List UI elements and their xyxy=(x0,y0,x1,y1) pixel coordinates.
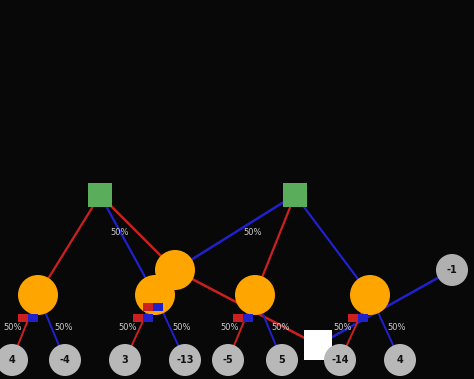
Circle shape xyxy=(109,344,141,376)
Text: -14: -14 xyxy=(331,355,349,365)
FancyBboxPatch shape xyxy=(358,314,368,322)
Circle shape xyxy=(169,344,201,376)
FancyBboxPatch shape xyxy=(133,314,143,322)
FancyBboxPatch shape xyxy=(144,314,153,322)
FancyBboxPatch shape xyxy=(304,330,332,360)
FancyBboxPatch shape xyxy=(348,314,357,322)
Text: -1: -1 xyxy=(447,265,457,275)
FancyBboxPatch shape xyxy=(143,303,153,311)
Text: 50%: 50% xyxy=(4,323,22,332)
Circle shape xyxy=(212,344,244,376)
Circle shape xyxy=(324,344,356,376)
Text: -4: -4 xyxy=(60,355,70,365)
Text: -13: -13 xyxy=(176,355,194,365)
FancyBboxPatch shape xyxy=(244,314,253,322)
Text: 5: 5 xyxy=(279,355,285,365)
Text: 50%: 50% xyxy=(244,228,262,237)
FancyBboxPatch shape xyxy=(283,183,307,207)
Text: 50%: 50% xyxy=(54,323,73,332)
Text: 50%: 50% xyxy=(388,323,406,332)
FancyBboxPatch shape xyxy=(233,314,243,322)
Text: 50%: 50% xyxy=(173,323,191,332)
Text: 4: 4 xyxy=(9,355,15,365)
Circle shape xyxy=(436,254,468,286)
Text: 4: 4 xyxy=(397,355,403,365)
Text: 50%: 50% xyxy=(119,323,137,332)
Circle shape xyxy=(350,275,390,315)
Circle shape xyxy=(384,344,416,376)
FancyBboxPatch shape xyxy=(28,314,38,322)
Circle shape xyxy=(18,275,58,315)
Circle shape xyxy=(155,250,195,290)
Circle shape xyxy=(49,344,81,376)
FancyBboxPatch shape xyxy=(154,303,163,311)
Text: -5: -5 xyxy=(223,355,233,365)
Text: 50%: 50% xyxy=(110,228,129,237)
Text: 50%: 50% xyxy=(271,323,290,332)
Text: 50%: 50% xyxy=(220,323,239,332)
Circle shape xyxy=(266,344,298,376)
Circle shape xyxy=(0,344,28,376)
Circle shape xyxy=(235,275,275,315)
Text: 50%: 50% xyxy=(334,323,352,332)
Circle shape xyxy=(135,275,175,315)
FancyBboxPatch shape xyxy=(88,183,112,207)
FancyBboxPatch shape xyxy=(18,314,27,322)
Text: 3: 3 xyxy=(122,355,128,365)
